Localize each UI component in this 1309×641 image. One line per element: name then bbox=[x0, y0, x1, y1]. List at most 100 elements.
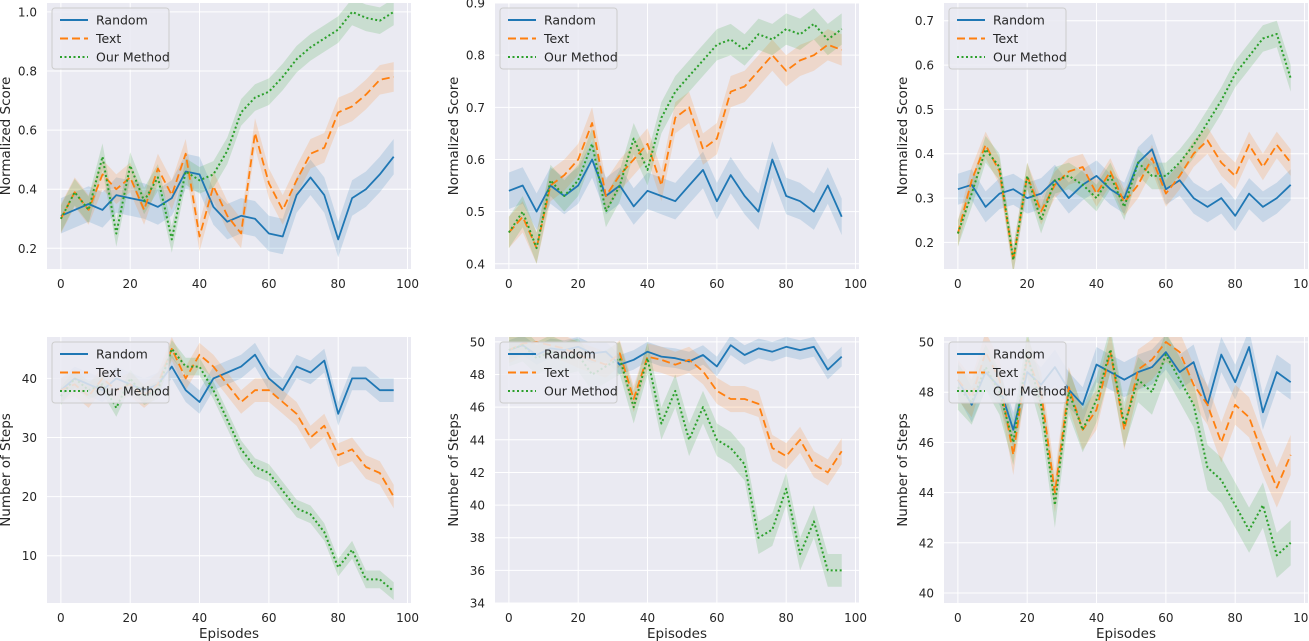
y-tick-label: 0.8 bbox=[18, 64, 37, 78]
legend-box bbox=[948, 7, 1067, 70]
x-tick-label: 40 bbox=[192, 611, 207, 625]
series-line-our-method bbox=[956, 33, 1292, 262]
x-tick-label: 20 bbox=[571, 611, 586, 625]
x-axis-label: Episodes bbox=[647, 626, 707, 641]
legend-label: Our Method bbox=[993, 384, 1067, 399]
series-line-our-method bbox=[60, 347, 395, 592]
y-tick-label: 0.4 bbox=[466, 257, 485, 271]
legend-box bbox=[499, 341, 618, 404]
y-tick-label: 42 bbox=[470, 466, 485, 480]
series-line-text bbox=[508, 43, 843, 249]
series-line-random bbox=[957, 148, 1292, 217]
confidence-band-random bbox=[60, 342, 394, 426]
chart-panel-5: 0 20 40 60 80 100 34 36 38 40 42 44 46 48 50 Number of … bbox=[446, 335, 867, 641]
x-tick-label: 80 bbox=[1228, 277, 1243, 291]
y-tick-label: 0.2 bbox=[915, 236, 934, 250]
legend-label: Text bbox=[95, 365, 121, 380]
legend: Random Text Our Method bbox=[948, 341, 1067, 404]
x-tick-label: 80 bbox=[779, 277, 794, 291]
legend-label: Random bbox=[544, 13, 596, 28]
legend-label: Text bbox=[95, 31, 121, 46]
legend-box bbox=[51, 341, 170, 404]
legend-label: Text bbox=[543, 31, 569, 46]
legend: Random Text Our Method bbox=[499, 341, 618, 404]
legend-label: Our Method bbox=[544, 50, 618, 65]
data-layer bbox=[60, 3, 395, 258]
legend: Random Text Our Method bbox=[51, 341, 170, 404]
x-tick-label: 0 bbox=[505, 277, 513, 291]
y-axis-label: Normalized Score bbox=[0, 77, 14, 196]
legend-label: Our Method bbox=[96, 50, 170, 65]
legend-box bbox=[499, 7, 618, 70]
x-tick-label: 100 bbox=[1293, 277, 1309, 291]
series-line-text bbox=[957, 341, 1292, 494]
y-tick-label: 0.3 bbox=[915, 192, 934, 206]
x-tick-label: 40 bbox=[640, 611, 655, 625]
confidence-band-text bbox=[60, 337, 394, 509]
x-axis-label: Episodes bbox=[1096, 626, 1156, 641]
x-tick-label: 60 bbox=[709, 277, 724, 291]
x-tick-label: 20 bbox=[123, 611, 138, 625]
y-tick-label: 0.2 bbox=[18, 242, 37, 256]
confidence-band-our-method bbox=[60, 3, 394, 253]
y-tick-label: 1.0 bbox=[18, 5, 37, 19]
legend-label: Random bbox=[544, 347, 596, 362]
series-line-our-method bbox=[508, 22, 843, 250]
series-line-our-method bbox=[60, 10, 395, 241]
legend-box bbox=[51, 7, 170, 70]
x-tick-label: 100 bbox=[396, 611, 419, 625]
y-tick-label: 50 bbox=[470, 335, 485, 349]
x-tick-label: 60 bbox=[261, 277, 276, 291]
legend: Random Text Our Method bbox=[51, 7, 170, 70]
confidence-band-text bbox=[508, 29, 842, 264]
confidence-band-our-method bbox=[508, 8, 842, 264]
x-tick-label: 100 bbox=[844, 611, 867, 625]
y-axis-label: Number of Steps bbox=[0, 413, 14, 527]
y-tick-label: 44 bbox=[470, 433, 485, 447]
y-tick-label: 42 bbox=[919, 536, 934, 550]
series-line-text bbox=[508, 341, 843, 474]
x-tick-label: 0 bbox=[954, 277, 962, 291]
y-tick-label: 46 bbox=[919, 436, 934, 450]
x-tick-label: 80 bbox=[779, 611, 794, 625]
series-line-random bbox=[957, 346, 1292, 431]
x-tick-label: 20 bbox=[571, 277, 586, 291]
x-tick-label: 0 bbox=[505, 611, 513, 625]
y-tick-label: 0.7 bbox=[915, 14, 934, 28]
chart-panel-6: 0 20 40 60 80 100 40 42 44 46 48 50 Number of Steps E… bbox=[895, 336, 1309, 641]
x-tick-label: 0 bbox=[954, 611, 962, 625]
chart-panel-3: 0 20 40 60 80 100 0.2 0.3 0.4 0.5 0.6 0.7 Normalized… bbox=[895, 3, 1309, 291]
x-tick-label: 80 bbox=[331, 277, 346, 291]
chart-panel-2: 0 20 40 60 80 100 0.4 0.5 0.6 0.7 0.8 0.9 Normalized… bbox=[446, 0, 867, 291]
y-tick-label: 44 bbox=[919, 486, 934, 500]
confidence-band-random bbox=[60, 139, 394, 258]
chart-panel-4: 0 20 40 60 80 100 10 20 30 40 Number of Steps Episo… bbox=[0, 337, 419, 641]
x-tick-label: 40 bbox=[1089, 277, 1104, 291]
legend-label: Our Method bbox=[544, 384, 618, 399]
y-tick-label: 0.4 bbox=[18, 183, 37, 197]
x-tick-label: 100 bbox=[844, 277, 867, 291]
legend-label: Our Method bbox=[96, 384, 170, 399]
legend-label: Random bbox=[993, 13, 1045, 28]
y-tick-label: 0.8 bbox=[466, 49, 485, 63]
y-tick-label: 0.5 bbox=[915, 103, 934, 117]
legend-label: Our Method bbox=[993, 50, 1067, 65]
data-layer bbox=[956, 20, 1292, 269]
y-tick-label: 0.5 bbox=[466, 205, 485, 219]
x-tick-label: 80 bbox=[1228, 611, 1243, 625]
legend-label: Text bbox=[543, 365, 569, 380]
legend-label: Random bbox=[96, 347, 148, 362]
y-tick-label: 40 bbox=[919, 586, 934, 600]
legend: Random Text Our Method bbox=[499, 7, 618, 70]
y-tick-label: 40 bbox=[22, 372, 37, 386]
x-tick-label: 40 bbox=[640, 277, 655, 291]
y-tick-label: 10 bbox=[22, 549, 37, 563]
y-tick-label: 46 bbox=[470, 401, 485, 415]
y-axis-label: Number of Steps bbox=[895, 413, 911, 527]
x-tick-label: 100 bbox=[1293, 611, 1309, 625]
y-axis-label: Number of Steps bbox=[446, 413, 462, 527]
chart-panel-1: 0 20 40 60 80 100 0.2 0.4 0.6 0.8 1.0 Normalized Sc… bbox=[0, 3, 419, 291]
legend: Random Text Our Method bbox=[948, 7, 1067, 70]
y-tick-label: 38 bbox=[470, 531, 485, 545]
x-tick-label: 20 bbox=[1020, 611, 1035, 625]
